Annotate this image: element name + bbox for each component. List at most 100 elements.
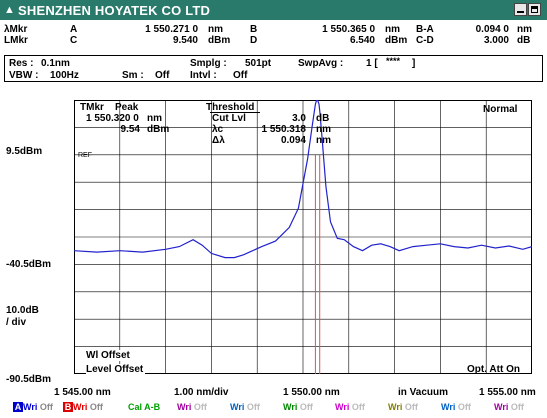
channel-mode: Wri	[177, 402, 194, 412]
smplg-label: Smplg :	[190, 58, 227, 69]
marker-cd-label: C-D	[416, 35, 434, 46]
title-bar: ▲ SHENZHEN HOYATEK CO LTD	[0, 0, 547, 20]
swpavg-value[interactable]: 1 [	[366, 58, 378, 69]
x-center-label: 1 550.00 nm	[283, 387, 340, 398]
y-top-label: 9.5dBm	[6, 146, 43, 157]
channel-mode: Cal	[128, 402, 145, 412]
marker-ba-unit: nm	[517, 24, 532, 35]
marker-b-unit: nm	[385, 24, 400, 35]
vbw-value[interactable]: 100Hz	[50, 70, 79, 81]
channel-mode: Wri	[441, 402, 458, 412]
channel-4[interactable]: Wri Off	[177, 402, 207, 412]
channel-mode: Wri	[283, 402, 300, 412]
mode-label: Normal	[483, 104, 518, 115]
marker-d-label: D	[250, 35, 258, 46]
amkr-label: λMkr	[4, 24, 28, 35]
level-offset-label: Level Offset	[86, 364, 146, 375]
intvl-label: Intvl :	[190, 70, 217, 81]
marker-c-label: C	[70, 35, 78, 46]
channel-badge: A	[13, 402, 23, 412]
channel-6[interactable]: Wri Off	[283, 402, 313, 412]
marker-d-unit: dBm	[385, 35, 408, 46]
channel-state: Off	[89, 402, 103, 412]
settings-panel	[4, 55, 543, 82]
channel-2[interactable]: B Wri Off	[63, 402, 103, 412]
delta-lambda-label: Δλ	[212, 135, 225, 146]
channel-state: Off	[351, 402, 365, 412]
y-div-unit: / div	[6, 317, 27, 328]
x-left-label: 1 545.00 nm	[54, 387, 111, 398]
channel-state: Off	[404, 402, 418, 412]
sm-value[interactable]: Off	[155, 70, 170, 81]
channel-state: Off	[457, 402, 471, 412]
channel-mode: Wri	[230, 402, 247, 412]
res-value[interactable]: 0.1nm	[41, 58, 70, 69]
peak-wavelength: 1 550.320 0	[86, 113, 139, 124]
maximize-button[interactable]	[528, 3, 541, 16]
marker-a-value: 1 550.271 0	[145, 24, 198, 35]
intvl-value[interactable]: Off	[233, 70, 248, 81]
channel-5[interactable]: Wri Off	[230, 402, 260, 412]
channel-3[interactable]: Cal A-B	[128, 402, 160, 412]
delta-lambda-unit: nm	[316, 135, 331, 146]
lambda-c-value: 1 550.318	[261, 124, 307, 135]
channel-9[interactable]: Wri Off	[441, 402, 471, 412]
sm-label: Sm :	[122, 70, 144, 81]
channel-mode: Wri	[23, 402, 40, 412]
x-medium-label: in Vacuum	[398, 387, 449, 398]
marker-cd-value: 3.000	[483, 35, 509, 46]
marker-a-label: A	[70, 24, 78, 35]
channel-badge: B	[63, 402, 73, 412]
channel-state: A-B	[144, 402, 161, 412]
cutlvl-label: Cut Lvl	[212, 113, 246, 124]
menu-triangle-icon[interactable]: ▲	[4, 4, 15, 16]
marker-d-value: 6.540	[349, 35, 375, 46]
threshold-label: Threshold	[206, 102, 255, 113]
marker-lines	[314, 155, 321, 374]
y-div-label: 10.0dB	[6, 305, 39, 316]
minimize-button[interactable]	[514, 3, 527, 16]
channel-8[interactable]: Wri Off	[388, 402, 418, 412]
marker-cd-unit: dB	[517, 35, 531, 46]
y-mid-label: -40.5dBm	[6, 259, 52, 270]
marker-a-unit: nm	[208, 24, 223, 35]
channel-mode: Wri	[73, 402, 90, 412]
x-div-label: 1.00 nm/div	[174, 387, 229, 398]
peak-label: Peak	[115, 102, 139, 113]
channel-state: Off	[39, 402, 53, 412]
swpavg-close: ]	[412, 58, 416, 69]
lmkr-label: LMkr	[4, 35, 28, 46]
channel-1[interactable]: A Wri Off	[13, 402, 53, 412]
threshold-divider	[210, 112, 260, 113]
channel-mode: Wri	[388, 402, 405, 412]
marker-b-label: B	[250, 24, 258, 35]
channel-state: Off	[299, 402, 313, 412]
channel-state: Off	[246, 402, 260, 412]
smplg-value[interactable]: 501pt	[245, 58, 272, 69]
window-title: SHENZHEN HOYATEK CO LTD	[18, 3, 211, 18]
ref-label: REF	[78, 152, 92, 159]
marker-ba-label: B-A	[416, 24, 434, 35]
cutlvl-unit: dB	[316, 113, 330, 124]
lambda-c-label: λc	[212, 124, 224, 135]
swpavg-stars: ****	[386, 56, 401, 66]
peak-power: 9.54	[120, 124, 140, 135]
x-right-label: 1 555.00 nm	[479, 387, 536, 398]
spectrum-plot[interactable]	[74, 100, 532, 374]
tmkr-label: TMkr	[80, 102, 104, 113]
channel-10[interactable]: Wri Off	[494, 402, 524, 412]
channel-mode: Wri	[335, 402, 352, 412]
y-bottom-label: -90.5dBm	[6, 374, 52, 385]
marker-c-unit: dBm	[208, 35, 231, 46]
channel-7[interactable]: Wri Off	[335, 402, 365, 412]
lambda-c-unit: nm	[316, 124, 331, 135]
channel-state: Off	[193, 402, 207, 412]
opt-att-label: Opt. Att On	[467, 364, 520, 375]
res-label: Res :	[9, 58, 34, 69]
marker-c-value: 9.540	[172, 35, 198, 46]
swpavg-label: SwpAvg :	[298, 58, 344, 69]
trace-a-line	[74, 100, 532, 259]
marker-ba-value: 0.094 0	[475, 24, 509, 35]
cutlvl-value: 3.0	[292, 113, 306, 124]
wl-offset-label: Wl Offset	[86, 350, 132, 361]
